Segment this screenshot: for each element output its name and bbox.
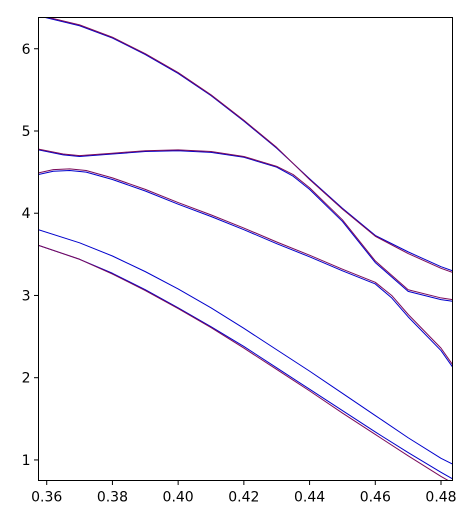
- series-line-1: [43, 17, 453, 272]
- y-tick-label: 4: [22, 206, 31, 222]
- series-line-9: [38, 244, 450, 481]
- x-tick-label: 0.40: [163, 490, 194, 506]
- y-tick-label: 6: [22, 42, 31, 58]
- series-line-3: [38, 149, 453, 302]
- plot-frame: [38, 17, 453, 481]
- series-line-6: [38, 168, 453, 366]
- y-tick-label: 5: [22, 124, 31, 140]
- y-tick-label: 1: [22, 453, 31, 469]
- series-line-5: [38, 169, 453, 368]
- y-tick-label: 2: [22, 371, 31, 387]
- x-axis: 0.36 0.38 0.40 0.42 0.44 0.46 0.48: [31, 480, 457, 506]
- series-line-2: [46, 17, 453, 273]
- series-line-4: [38, 148, 453, 301]
- series-lines: [38, 17, 453, 481]
- x-tick-label: 0.38: [97, 490, 128, 506]
- x-tick-label: 0.48: [425, 490, 456, 506]
- series-line-7: [38, 229, 453, 465]
- x-tick-label: 0.42: [228, 490, 259, 506]
- y-tick-label: 3: [22, 288, 31, 304]
- x-tick-label: 0.44: [294, 490, 325, 506]
- x-tick-label: 0.36: [31, 490, 62, 506]
- y-axis: 1 2 3 4 5 6: [22, 42, 39, 469]
- x-tick-label: 0.46: [360, 490, 391, 506]
- series-line-8: [38, 244, 453, 480]
